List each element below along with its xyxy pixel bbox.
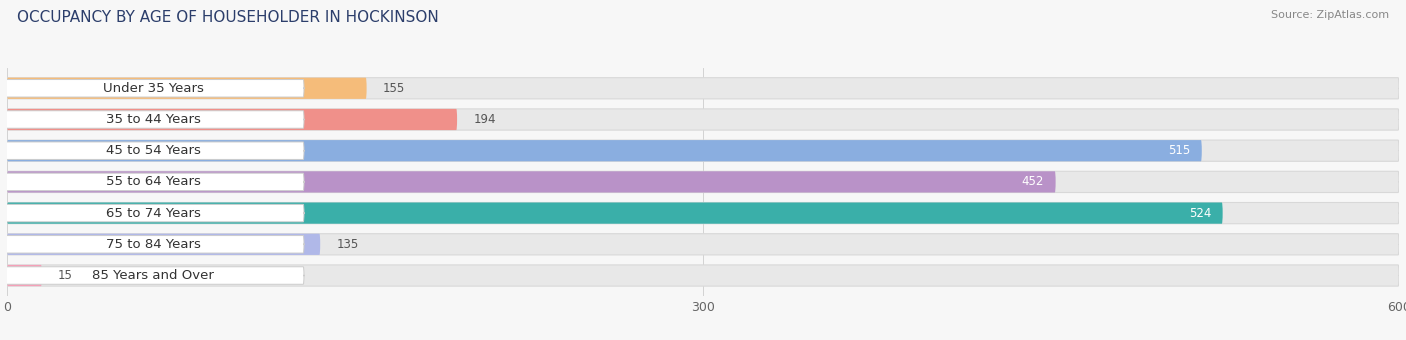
- FancyBboxPatch shape: [7, 109, 1399, 130]
- Text: 45 to 54 Years: 45 to 54 Years: [105, 144, 201, 157]
- FancyBboxPatch shape: [7, 265, 1399, 286]
- FancyBboxPatch shape: [3, 142, 304, 159]
- FancyBboxPatch shape: [3, 111, 304, 128]
- FancyBboxPatch shape: [3, 80, 304, 97]
- Text: 65 to 74 Years: 65 to 74 Years: [105, 207, 201, 220]
- Text: 35 to 44 Years: 35 to 44 Years: [105, 113, 201, 126]
- FancyBboxPatch shape: [7, 234, 1399, 255]
- FancyBboxPatch shape: [7, 140, 1202, 161]
- Text: 15: 15: [58, 269, 73, 282]
- Text: Under 35 Years: Under 35 Years: [103, 82, 204, 95]
- Text: 85 Years and Over: 85 Years and Over: [93, 269, 214, 282]
- Text: 135: 135: [336, 238, 359, 251]
- FancyBboxPatch shape: [7, 140, 1399, 161]
- Text: 55 to 64 Years: 55 to 64 Years: [105, 175, 201, 188]
- Text: 524: 524: [1188, 207, 1211, 220]
- Text: 452: 452: [1022, 175, 1045, 188]
- FancyBboxPatch shape: [3, 204, 304, 222]
- FancyBboxPatch shape: [7, 171, 1056, 192]
- FancyBboxPatch shape: [7, 78, 367, 99]
- Text: 75 to 84 Years: 75 to 84 Years: [105, 238, 201, 251]
- FancyBboxPatch shape: [7, 78, 1399, 99]
- Text: 155: 155: [382, 82, 405, 95]
- FancyBboxPatch shape: [3, 236, 304, 253]
- FancyBboxPatch shape: [7, 203, 1223, 224]
- Text: 515: 515: [1168, 144, 1191, 157]
- FancyBboxPatch shape: [7, 109, 457, 130]
- Text: OCCUPANCY BY AGE OF HOUSEHOLDER IN HOCKINSON: OCCUPANCY BY AGE OF HOUSEHOLDER IN HOCKI…: [17, 10, 439, 25]
- FancyBboxPatch shape: [7, 171, 1399, 192]
- FancyBboxPatch shape: [7, 234, 321, 255]
- FancyBboxPatch shape: [3, 267, 304, 284]
- FancyBboxPatch shape: [7, 203, 1399, 224]
- Text: 194: 194: [474, 113, 496, 126]
- FancyBboxPatch shape: [7, 265, 42, 286]
- FancyBboxPatch shape: [3, 173, 304, 191]
- Text: Source: ZipAtlas.com: Source: ZipAtlas.com: [1271, 10, 1389, 20]
